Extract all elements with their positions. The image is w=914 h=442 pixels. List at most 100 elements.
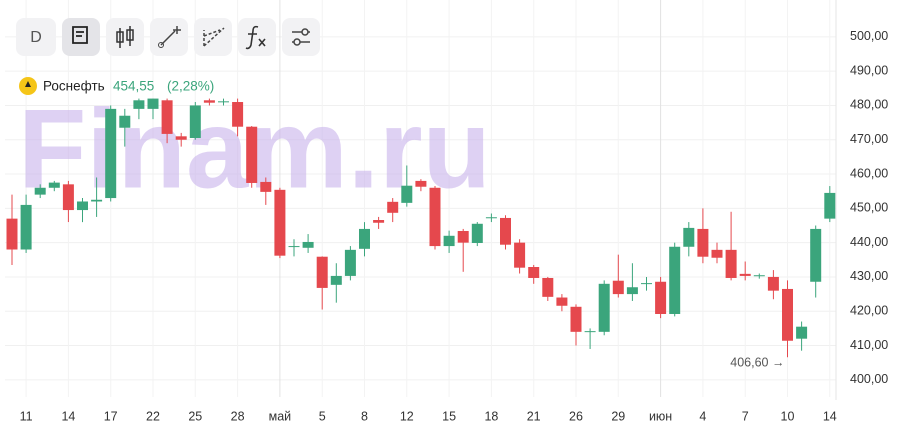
x-tick-label: 10 (781, 409, 795, 423)
y-tick-label: 410,00 (850, 338, 888, 352)
ticker-name: Роснефть (43, 79, 105, 94)
icon (293, 38, 301, 46)
candle-body (500, 217, 511, 245)
candle-body (415, 180, 427, 187)
icon (203, 27, 225, 47)
settings-button[interactable] (282, 18, 320, 56)
candle-type-button[interactable] (106, 18, 144, 56)
candle-body (753, 275, 765, 277)
candle-body (556, 297, 568, 306)
candle-body (584, 331, 596, 333)
icon (72, 26, 88, 44)
y-tick-label: 500,00 (850, 29, 888, 43)
candles (6, 98, 836, 358)
y-tick-label: 440,00 (850, 235, 888, 249)
x-tick-label: май (269, 409, 292, 423)
icon (25, 81, 31, 87)
candle-body (697, 228, 709, 257)
icon (116, 31, 124, 43)
draw-button[interactable] (62, 18, 100, 56)
candle-body (330, 275, 342, 285)
toolbar: D (16, 18, 320, 56)
icon (158, 42, 164, 48)
x-tick-label: 12 (400, 409, 414, 423)
x-tick-label: 29 (611, 409, 625, 423)
last-price: 454,55 (113, 79, 154, 94)
candle-body (471, 223, 483, 243)
candle-body (443, 235, 455, 247)
candle-body (6, 218, 18, 250)
y-tick-label: 400,00 (850, 372, 888, 386)
candle-body (782, 288, 793, 341)
x-tick-label: 17 (104, 409, 118, 423)
candle-body (147, 98, 159, 109)
candle-body (246, 126, 258, 183)
candle-body (612, 280, 624, 295)
candle-body (514, 242, 526, 268)
icon (160, 26, 181, 46)
x-tick-label: 18 (484, 409, 498, 423)
legend: Роснефть 454,55 (2,28%) (19, 77, 214, 95)
candle-body (91, 199, 103, 202)
icon (245, 25, 266, 50)
candle-body (542, 277, 554, 297)
candle-body (133, 100, 145, 109)
candle-body (598, 283, 610, 332)
candle-body (232, 102, 244, 127)
candle-body (34, 187, 46, 195)
x-tick-label: 28 (231, 409, 245, 423)
y-tick-label: 480,00 (850, 98, 888, 112)
x-tick-label: 5 (319, 409, 326, 423)
candle-body (655, 281, 667, 314)
candle-body (20, 204, 32, 250)
candle-body (767, 276, 779, 291)
y-tick-label: 420,00 (850, 304, 888, 318)
candle-body (683, 227, 695, 247)
candle-body (62, 184, 74, 211)
candle-body (485, 217, 497, 219)
x-tick-label: 8 (361, 409, 368, 423)
price-change: (2,28%) (167, 79, 214, 94)
x-tick-label: 15 (442, 409, 456, 423)
candle-body (260, 181, 272, 192)
y-tick-label: 450,00 (850, 201, 888, 215)
candle-body (626, 287, 638, 295)
x-tick-label: 7 (742, 409, 749, 423)
candle-body (669, 246, 681, 314)
candle-body (711, 249, 723, 258)
x-tick-label: 22 (146, 409, 160, 423)
period-button[interactable] (16, 18, 56, 56)
candle-body (288, 246, 300, 248)
x-tick-label: 25 (188, 409, 202, 423)
x-tick-label: 11 (20, 409, 33, 423)
annotation: 406,60 → (730, 356, 784, 370)
candle-body (274, 189, 286, 256)
icon (126, 29, 134, 41)
x-tick-label: 14 (823, 409, 837, 423)
candle-body (105, 108, 117, 199)
x-tick-label: 21 (527, 409, 541, 423)
candle-body (387, 201, 399, 213)
period-label: D (30, 29, 42, 46)
indicators-button[interactable] (238, 18, 276, 56)
candle-body (344, 249, 356, 276)
y-tick-label: 470,00 (850, 132, 888, 146)
candle-body (316, 256, 328, 288)
candle-body (570, 306, 582, 332)
candle-body (373, 220, 385, 223)
candle-body (641, 283, 652, 285)
candle-body (429, 187, 441, 247)
candle-body (739, 273, 751, 276)
candle-body (810, 228, 822, 282)
candle-body (175, 136, 187, 140)
candle-body (401, 185, 413, 203)
candle-body (796, 326, 808, 339)
icon (301, 28, 309, 36)
candle-body (725, 249, 737, 278)
candle-body (218, 101, 229, 103)
candle-body (203, 100, 215, 103)
x-tick-label: июн (649, 409, 672, 423)
x-tick-label: 4 (699, 409, 706, 423)
